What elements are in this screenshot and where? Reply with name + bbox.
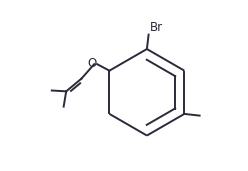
Text: Br: Br: [150, 21, 163, 34]
Text: O: O: [87, 57, 96, 70]
